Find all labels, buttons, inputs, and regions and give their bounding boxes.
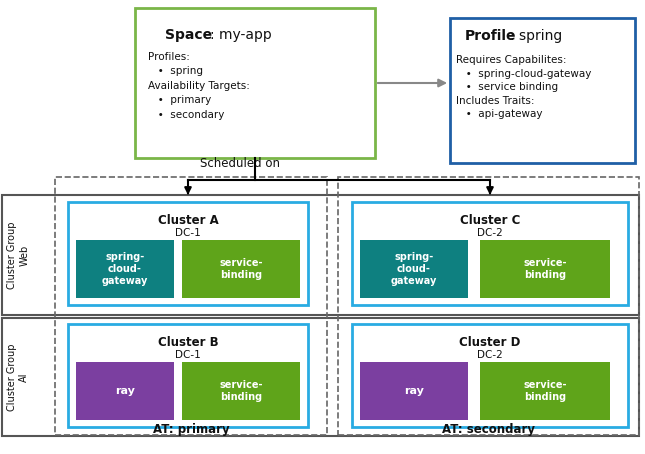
Bar bbox=[135, 8, 375, 158]
Bar bbox=[338, 177, 639, 435]
Bar bbox=[352, 324, 628, 427]
Bar bbox=[450, 18, 635, 163]
Bar bbox=[55, 177, 327, 435]
Text: ray: ray bbox=[115, 386, 135, 396]
Text: DC-1: DC-1 bbox=[175, 228, 201, 238]
Text: DC-2: DC-2 bbox=[477, 350, 503, 360]
Bar bbox=[2, 318, 639, 436]
Text: Profiles:
   •  spring
Availability Targets:
   •  primary
   •  secondary: Profiles: • spring Availability Targets:… bbox=[148, 52, 250, 119]
Text: DC-2: DC-2 bbox=[477, 228, 503, 238]
Text: Cluster C: Cluster C bbox=[460, 214, 520, 227]
Bar bbox=[2, 195, 639, 315]
Bar bbox=[352, 202, 628, 305]
Text: Requires Capabilites:
   •  spring-cloud-gateway
   •  service binding
Includes : Requires Capabilites: • spring-cloud-gat… bbox=[456, 55, 591, 119]
Bar bbox=[68, 324, 308, 427]
Text: Cluster D: Cluster D bbox=[459, 336, 521, 349]
Text: spring-
cloud-
gateway: spring- cloud- gateway bbox=[102, 252, 148, 286]
Text: Cluster B: Cluster B bbox=[157, 336, 218, 349]
Text: AT: secondary: AT: secondary bbox=[441, 424, 535, 436]
Text: spring-
cloud-
gateway: spring- cloud- gateway bbox=[391, 252, 437, 286]
Text: Scheduled on: Scheduled on bbox=[200, 158, 280, 171]
Text: : my-app: : my-app bbox=[210, 28, 272, 42]
Text: Cluster Group
AI: Cluster Group AI bbox=[7, 343, 29, 411]
Text: AT: primary: AT: primary bbox=[153, 424, 230, 436]
Bar bbox=[480, 362, 610, 420]
Text: service-
binding: service- binding bbox=[219, 258, 263, 280]
Text: DC-1: DC-1 bbox=[175, 350, 201, 360]
Bar bbox=[68, 202, 308, 305]
Bar bbox=[360, 362, 468, 420]
Bar bbox=[480, 240, 610, 298]
Text: ray: ray bbox=[404, 386, 424, 396]
Text: service-
binding: service- binding bbox=[219, 380, 263, 402]
Text: Cluster A: Cluster A bbox=[157, 214, 219, 227]
Bar bbox=[76, 362, 174, 420]
Bar bbox=[76, 240, 174, 298]
Text: Space: Space bbox=[165, 28, 212, 42]
Bar bbox=[182, 362, 300, 420]
Text: Profile: Profile bbox=[465, 29, 517, 43]
Text: Cluster Group
Web: Cluster Group Web bbox=[7, 221, 29, 289]
Text: service-
binding: service- binding bbox=[523, 380, 567, 402]
Bar bbox=[182, 240, 300, 298]
Text: service-
binding: service- binding bbox=[523, 258, 567, 280]
Text: : spring: : spring bbox=[510, 29, 562, 43]
Bar bbox=[360, 240, 468, 298]
